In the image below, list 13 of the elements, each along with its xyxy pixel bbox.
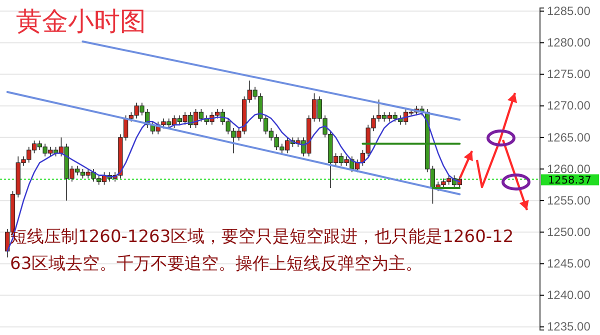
y-tick-label: 1255.00: [547, 193, 591, 208]
ref-line-label: 1258.37: [548, 174, 592, 186]
y-tick-label: 1235.00: [547, 320, 591, 334]
y-tick-label: 1270.00: [547, 98, 591, 113]
y-tick-label: 1240.00: [547, 288, 591, 302]
y-tick-label: 1275.00: [547, 67, 591, 82]
y-tick-label: 1280.00: [547, 36, 591, 50]
y-tick-label: 1245.00: [547, 256, 591, 271]
y-tick-label: 1285.00: [547, 4, 591, 18]
y-tick-label: 1265.00: [547, 130, 591, 144]
y-tick-label: 1260.00: [547, 162, 591, 176]
y-tick-label: 1250.00: [547, 224, 591, 239]
chart-title: 黄金小时图: [16, 7, 146, 37]
